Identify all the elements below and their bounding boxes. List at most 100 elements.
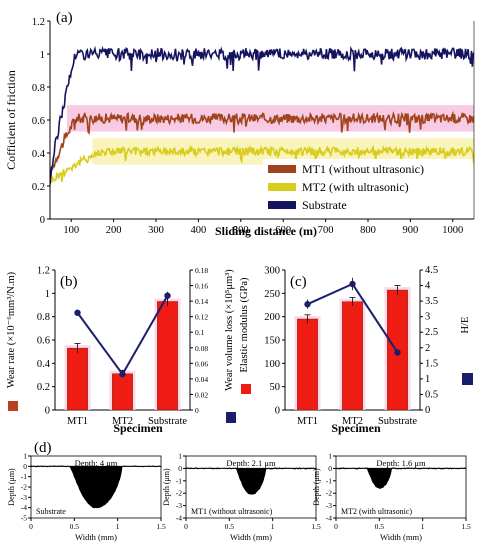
line-series (76, 295, 169, 377)
y-tick-label-right: 1 (425, 374, 430, 385)
y-tick-label-d: -5 (21, 514, 27, 523)
y-axis-title-right-c: H/E (460, 317, 471, 334)
x-tick-label-a: 600 (275, 225, 291, 236)
x-tick-label-a: 700 (318, 225, 334, 236)
y-tick-label-left: 0.8 (37, 312, 50, 323)
profile-name: Substrate (36, 507, 66, 516)
panel-label-b: (b) (60, 274, 78, 290)
y-tick-label-right: 0.12 (195, 313, 208, 322)
category-label: MT2 (112, 416, 133, 427)
x-axis-title-d: Width (mm) (230, 532, 272, 542)
bar (297, 318, 318, 411)
y-tick-label-left: 0 (275, 406, 280, 417)
y-tick-label-a: 0.4 (32, 149, 46, 160)
y-tick-label-d: -2 (176, 489, 182, 498)
y-tick-label-left: 1 (45, 289, 50, 300)
y-tick-label-d: -4 (176, 514, 182, 523)
y-tick-label-right: 2 (425, 343, 430, 354)
y-tick-label-right: 3 (425, 312, 430, 323)
line-point (164, 292, 171, 299)
legend-label: MT1 (without ultrasonic) (302, 162, 424, 176)
profile-panel: 0 0.5 1 1.5 -4 -3 -2 -1 0 1 Depth: 1.6 μm MT2 (with… (312, 452, 471, 543)
y-tick-label-right: 0 (195, 406, 199, 415)
ticks-a: 100 200 300 400 500 600 700 800 900 1000 0 0.2 0.4 0.… (32, 17, 463, 236)
y-tick-label-left: 200 (264, 312, 280, 323)
category-label: MT1 (297, 416, 318, 427)
y-tick-label-left: 100 (264, 359, 280, 370)
panel-label-d: (d) (34, 440, 52, 456)
y-tick-label-left: 0 (45, 406, 50, 417)
line-point (304, 301, 311, 308)
x-tick-label-a: 200 (106, 225, 122, 236)
y-tick-label-right: 1.5 (425, 358, 438, 369)
category-label: Substrate (148, 416, 187, 427)
y-tick-label-right: 0.1 (195, 328, 205, 337)
y-tick-label-d: 1 (178, 452, 182, 461)
y-tick-label-a: 0.2 (32, 182, 45, 193)
y-tick-label-left: 0.6 (37, 336, 50, 347)
x-axis-title-a: Sliding distance (m) (215, 224, 317, 238)
y-tick-label-d: 1 (23, 452, 27, 461)
series-line (50, 144, 474, 186)
legend-a: MT1 (without ultrasonic) MT2 (with ultras… (263, 159, 472, 215)
x-axis-title-c: Specimen (331, 421, 381, 435)
y-tick-label-left: 300 (264, 266, 280, 277)
y-tick-label-right: 0.08 (195, 344, 208, 353)
profile-panel: 0 0.5 1 1.5 -4 -3 -2 -1 0 1 Depth: 2.1 μm MT1 (with… (162, 452, 321, 543)
bar (67, 347, 88, 411)
category-label: MT2 (342, 416, 363, 427)
y-tick-label-d: 0 (23, 462, 27, 471)
y-tick-label-d: -3 (176, 501, 182, 510)
x-tick-label-d: 0.5 (70, 522, 80, 531)
y-axis-title-d: Depth (μm) (7, 468, 16, 506)
x-tick-label-d: 0 (184, 522, 188, 531)
profile-frame (335, 455, 467, 519)
panel-label-c: (c) (290, 274, 307, 290)
x-tick-label-a: 1000 (442, 225, 463, 236)
bar (157, 301, 178, 411)
x-tick-label-d: 1 (421, 522, 425, 531)
y-tick-label-d: -4 (326, 514, 332, 523)
x-tick-label-d: 1 (116, 522, 120, 531)
x-tick-label-a: 100 (63, 225, 79, 236)
y-tick-label-right: 0.06 (195, 359, 208, 368)
x-tick-label-a: 800 (360, 225, 376, 236)
bar (112, 373, 133, 411)
y-tick-label-d: -2 (21, 483, 27, 492)
he-marker (462, 373, 473, 385)
y-tick-label-d: 0 (328, 464, 332, 473)
x-tick-label-d: 0 (334, 522, 338, 531)
y-tick-label-right: 0.02 (195, 390, 208, 399)
y-tick-label-a: 0.8 (32, 83, 45, 94)
y-tick-label-right: 4.5 (425, 265, 438, 276)
y-tick-label-d: 1 (328, 452, 332, 461)
y-tick-label-right: 0 (425, 405, 430, 416)
y-tick-label-right: 0.14 (195, 297, 208, 306)
line-point (74, 309, 81, 316)
y-tick-label-left: 1.2 (37, 266, 50, 277)
y-tick-label-right: 0.04 (195, 375, 208, 384)
x-axis-title-d: Width (mm) (75, 532, 117, 542)
y-tick-label-right: 0.16 (195, 282, 208, 291)
y-tick-label-left: 250 (264, 289, 280, 300)
category-label: MT1 (67, 416, 88, 427)
y-tick-label-d: -4 (21, 503, 27, 512)
y-tick-label-left: 50 (270, 382, 281, 393)
y-tick-label-right: 4 (425, 281, 431, 292)
depth-label: Depth: 2.1 μm (226, 458, 276, 468)
x-tick-label-a: 500 (233, 225, 249, 236)
y-tick-label-d: 0 (178, 464, 182, 473)
depth-label: Depth: 1.6 μm (376, 458, 426, 468)
y-axis-title-d: Depth (μm) (162, 468, 171, 506)
panel-c: 0 50 100 150 200 250 300 0 0.5 1 1.5 2 2.5 3 3.5 4 4.5 MT… (239, 265, 473, 435)
panel-a: 100 200 300 400 500 600 700 800 900 1000 0 0.2 0.4 0.… (4, 10, 475, 238)
y-tick-label-left: 0.4 (37, 359, 51, 370)
x-tick-label-d: 0 (29, 522, 33, 531)
profile-area (30, 465, 162, 509)
plot-b: 0 0.2 0.4 0.6 0.8 1 1.2 0 0.02 0.04 0.06 0.08 0.1 0.1… (37, 266, 209, 428)
legend-swatch (268, 183, 296, 191)
category-label: Substrate (378, 416, 417, 427)
